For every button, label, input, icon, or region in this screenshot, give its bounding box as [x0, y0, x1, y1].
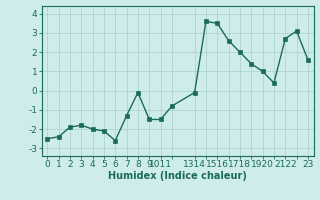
X-axis label: Humidex (Indice chaleur): Humidex (Indice chaleur) — [108, 171, 247, 181]
